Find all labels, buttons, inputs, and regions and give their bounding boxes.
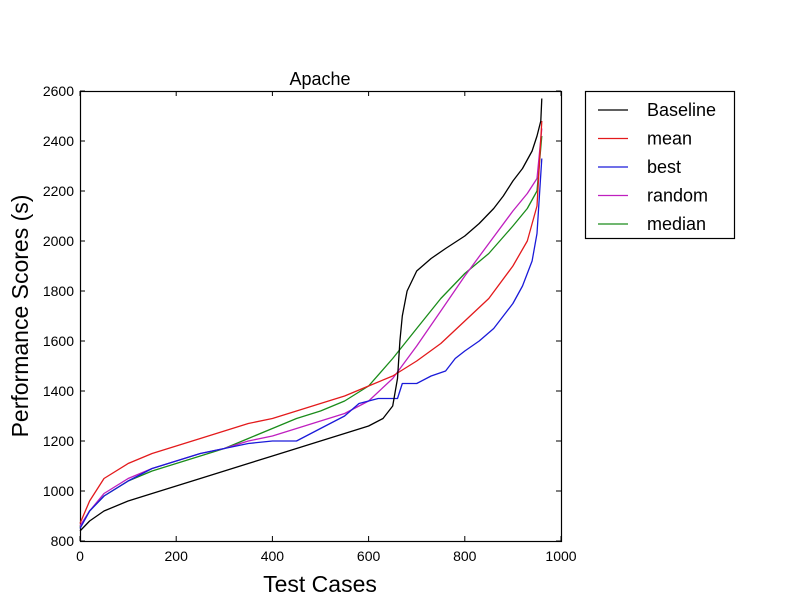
x-tick-label: 800: [453, 548, 477, 564]
plot-frame: [79, 90, 563, 543]
legend-label-mean: mean: [647, 129, 692, 149]
y-axis-label: Performance Scores (s): [7, 195, 33, 438]
series-line-baseline: [79, 98, 543, 532]
x-tick-label: 1000: [545, 548, 576, 564]
series-line-mean: [79, 120, 543, 524]
y-tick-label: 1400: [43, 383, 74, 399]
plot-lines: [79, 98, 543, 532]
legend-label-random: random: [647, 186, 708, 206]
y-tick-label: 1800: [43, 283, 74, 299]
x-tick-label: 0: [76, 548, 84, 564]
series-line-best: [79, 158, 543, 529]
legend-label-baseline: Baseline: [647, 100, 716, 120]
y-tick-label: 1200: [43, 433, 74, 449]
y-tick-label: 2400: [43, 133, 74, 149]
x-axis-label: Test Cases: [263, 571, 377, 597]
legend: Baseline mean best random median: [584, 90, 736, 240]
y-tick-label: 800: [51, 533, 75, 549]
series-line-random: [79, 128, 543, 527]
y-axis-ticks: 800 1000 1200 1400 1600 1800 2000 2200 2400 2600: [43, 83, 561, 549]
x-axis-ticks: 0 200 400 600 800 1000: [76, 91, 577, 564]
x-tick-label: 400: [261, 548, 285, 564]
x-tick-label: 200: [165, 548, 189, 564]
legend-frame: [584, 90, 736, 240]
legend-label-median: median: [647, 214, 706, 234]
y-tick-label: 1000: [43, 483, 74, 499]
series-line-median: [79, 135, 543, 528]
chart-title: Apache: [289, 69, 350, 89]
y-tick-label: 2600: [43, 83, 74, 99]
x-tick-label: 600: [357, 548, 381, 564]
y-tick-label: 2200: [43, 183, 74, 199]
y-tick-label: 1600: [43, 333, 74, 349]
y-tick-label: 2000: [43, 233, 74, 249]
legend-label-best: best: [647, 157, 681, 177]
